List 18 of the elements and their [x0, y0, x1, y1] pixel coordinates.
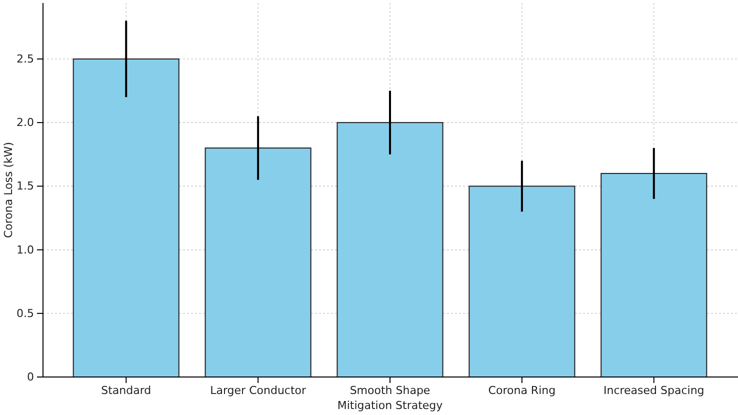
y-tick-label: 2.0: [16, 116, 34, 130]
x-axis-title: Mitigation Strategy: [337, 399, 444, 412]
y-tick-label: 0: [27, 370, 34, 384]
x-tick-label: Larger Conductor: [210, 384, 306, 397]
x-tick-label: Smooth Shape: [350, 384, 430, 397]
y-tick-label: 1.5: [16, 180, 34, 193]
x-tick-label: Corona Ring: [488, 384, 556, 397]
bar: [336, 122, 444, 378]
bar: [468, 186, 576, 378]
bar: [600, 172, 708, 378]
x-tick-label: Standard: [101, 384, 152, 397]
y-tick-label: 1.0: [16, 243, 34, 256]
bar: [72, 58, 180, 378]
y-axis-title: Corona Loss (kW): [2, 142, 15, 238]
x-tick-label: Increased Spacing: [603, 384, 704, 397]
y-tick-label: 0.5: [16, 306, 34, 320]
y-tick-label: 2.5: [16, 52, 34, 66]
bar: [204, 148, 312, 378]
